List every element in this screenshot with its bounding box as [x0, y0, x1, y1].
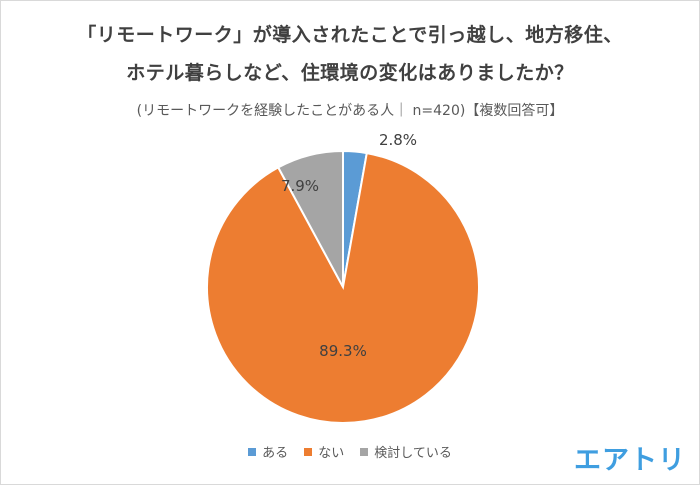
chart-title-line-1: 「リモートワーク」が導入されたことで引っ越し、地方移住、: [77, 24, 623, 46]
airtrip-logo: エアトリ: [574, 445, 686, 476]
legend-swatch: [360, 448, 369, 456]
legend-swatch: [304, 448, 313, 456]
legend-item-2: ない: [304, 442, 344, 461]
chart-title-line-2: ホテル暮らしなど、住環境の変化はありましたか？: [126, 62, 574, 84]
pie-slice-3: [276, 149, 344, 288]
legend-label: ない: [318, 446, 345, 461]
legend-label: ある: [262, 446, 289, 461]
pie-slice-2: [206, 151, 480, 424]
legend: ある ない 検討している: [0, 442, 700, 461]
chart-subtitle: (リモートワークを経験したことがある人｜ n=420)【複数回答可】: [136, 103, 564, 119]
legend-swatch: [248, 448, 257, 456]
data-label-2: 89.3%: [319, 342, 367, 360]
data-label-1: 2.8%: [379, 131, 417, 149]
legend-label: 検討している: [374, 446, 452, 461]
legend-item-3: 検討している: [360, 442, 452, 461]
legend-item-1: ある: [248, 442, 288, 461]
data-label-3: 7.9%: [281, 177, 319, 195]
